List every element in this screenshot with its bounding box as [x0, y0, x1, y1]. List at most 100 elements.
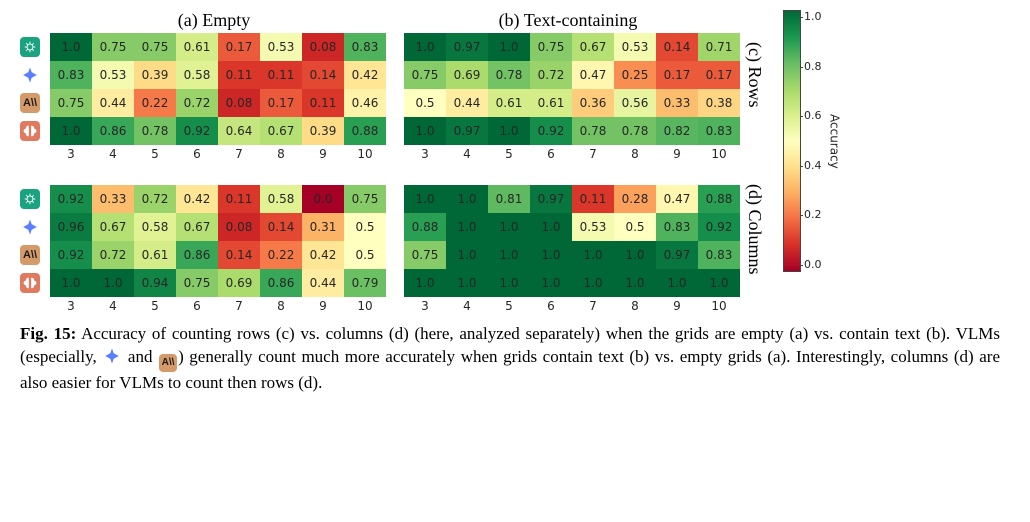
heatmap-cell: 0.75	[50, 89, 92, 117]
heatmap-cell: 0.75	[134, 33, 176, 61]
figure-wrapper: (a) Empty(b) Text-containing A\\1.00.750…	[0, 0, 1030, 522]
x-tick-label: 9	[656, 147, 698, 161]
x-tick-label: 6	[176, 299, 218, 313]
heatmap-cell: 0.83	[344, 33, 386, 61]
heatmap-cell: 0.88	[404, 213, 446, 241]
x-tick-label: 10	[344, 147, 386, 161]
heatmap-cell: 0.92	[698, 213, 740, 241]
x-tick-label: 3	[50, 299, 92, 313]
heatmap-cell: 0.82	[656, 117, 698, 145]
heatmap-panel: 1.01.00.810.970.110.280.470.880.881.01.0…	[404, 185, 740, 313]
heatmap-cell: 1.0	[92, 269, 134, 297]
heatmap-cell: 0.72	[176, 89, 218, 117]
heatmap-cell: 0.83	[50, 61, 92, 89]
heatmap-cell: 0.88	[698, 185, 740, 213]
model-icon-gemini	[20, 65, 40, 85]
heatmap-cell: 0.31	[302, 213, 344, 241]
heatmap-cell: 0.17	[656, 61, 698, 89]
heatmap-cell: 0.11	[260, 61, 302, 89]
heatmap-cell: 0.08	[218, 89, 260, 117]
x-tick-label: 3	[404, 299, 446, 313]
heatmap-cell: 0.75	[344, 185, 386, 213]
heatmap-cell: 0.61	[176, 33, 218, 61]
heatmap-cell: 1.0	[404, 117, 446, 145]
heatmap-cell: 0.83	[698, 241, 740, 269]
x-tick-label: 9	[656, 299, 698, 313]
model-icon-other	[20, 273, 40, 293]
figure-area: (a) Empty(b) Text-containing A\\1.00.750…	[20, 10, 1010, 313]
x-tick-label: 4	[92, 299, 134, 313]
heatmap-cell: 0.17	[218, 33, 260, 61]
heatmap-cell: 0.69	[446, 61, 488, 89]
x-tick-label: 5	[134, 299, 176, 313]
heatmap-cell: 0.42	[344, 61, 386, 89]
model-icon-gpt	[20, 189, 40, 209]
heatmap-cell: 1.0	[404, 185, 446, 213]
heatmap-cell: 1.0	[488, 269, 530, 297]
heatmap-cell: 0.97	[446, 117, 488, 145]
heatmap-cell: 1.0	[488, 33, 530, 61]
heatmap-cell: 0.79	[344, 269, 386, 297]
x-tick-label: 8	[260, 299, 302, 313]
figure-caption: Fig. 15: Accuracy of counting rows (c) v…	[20, 323, 1000, 395]
heatmap-cell: 0.58	[176, 61, 218, 89]
heatmap-cell: 1.0	[614, 241, 656, 269]
x-tick-label: 9	[302, 147, 344, 161]
heatmap-cell: 0.78	[614, 117, 656, 145]
x-tick-label: 6	[530, 147, 572, 161]
heatmap-cell: 0.14	[260, 213, 302, 241]
heatmap-grid: 0.920.330.720.420.110.580.00.750.960.670…	[50, 185, 386, 297]
heatmap-cell: 0.14	[656, 33, 698, 61]
heatmap-cell: 1.0	[446, 213, 488, 241]
heatmap-cell: 0.53	[614, 33, 656, 61]
model-icon-gemini	[103, 347, 121, 365]
heatmap-cell: 0.72	[134, 185, 176, 213]
heatmap-cell: 0.38	[698, 89, 740, 117]
heatmap-cell: 0.92	[50, 185, 92, 213]
heatmap-row-bottom: A\\0.920.330.720.420.110.580.00.750.960.…	[20, 185, 740, 313]
x-tick-label: 7	[572, 299, 614, 313]
colorbar-tick-label: 0.8	[804, 61, 822, 73]
heatmap-cell: 0.64	[218, 117, 260, 145]
heatmap-cell: 0.69	[218, 269, 260, 297]
heatmap-cell: 0.72	[530, 61, 572, 89]
heatmap-cell: 1.0	[446, 269, 488, 297]
heatmap-cell: 0.78	[134, 117, 176, 145]
model-icons-column: A\\	[20, 185, 46, 297]
heatmap-panel: A\\1.00.750.750.610.170.530.080.830.830.…	[20, 33, 386, 161]
heatmap-cell: 0.44	[302, 269, 344, 297]
heatmap-cell: 0.5	[344, 241, 386, 269]
heatmap-cell: 0.14	[302, 61, 344, 89]
heatmap-cell: 0.86	[92, 117, 134, 145]
heatmap-cell: 0.56	[614, 89, 656, 117]
x-ticks: 345678910	[50, 299, 386, 313]
x-tick-label: 6	[530, 299, 572, 313]
heatmap-cell: 0.53	[92, 61, 134, 89]
colorbar-tick-label: 0.6	[804, 110, 822, 122]
heatmap-cell: 0.75	[404, 61, 446, 89]
heatmap-cell: 1.0	[488, 241, 530, 269]
x-tick-label: 8	[614, 147, 656, 161]
heatmap-cell: 0.39	[134, 61, 176, 89]
side-labels: (c) Rows(d) Columns	[744, 10, 765, 294]
x-tick-label: 4	[446, 299, 488, 313]
x-tick-label: 5	[488, 299, 530, 313]
heatmap-cell: 1.0	[404, 33, 446, 61]
colorbar-tick-label: 0.0	[804, 259, 822, 271]
heatmap-cell: 0.33	[92, 185, 134, 213]
heatmap-grid: 1.00.750.750.610.170.530.080.830.830.530…	[50, 33, 386, 145]
heatmap-cell: 0.81	[488, 185, 530, 213]
row-spacer	[20, 161, 740, 185]
heatmap-cell: 0.14	[218, 241, 260, 269]
heatmap-cell: 1.0	[50, 269, 92, 297]
colorbar-tick-label: 0.4	[804, 160, 822, 172]
heatmap-cell: 0.86	[176, 241, 218, 269]
heatmap-cell: 0.75	[530, 33, 572, 61]
heatmap-cell: 0.58	[260, 185, 302, 213]
heatmap-cell: 0.0	[302, 185, 344, 213]
heatmap-cell: 1.0	[572, 241, 614, 269]
heatmap-cell: 0.5	[404, 89, 446, 117]
heatmap-cell: 0.11	[302, 89, 344, 117]
heatmap-cell: 0.42	[302, 241, 344, 269]
panel-title-a: (a) Empty	[46, 10, 382, 31]
